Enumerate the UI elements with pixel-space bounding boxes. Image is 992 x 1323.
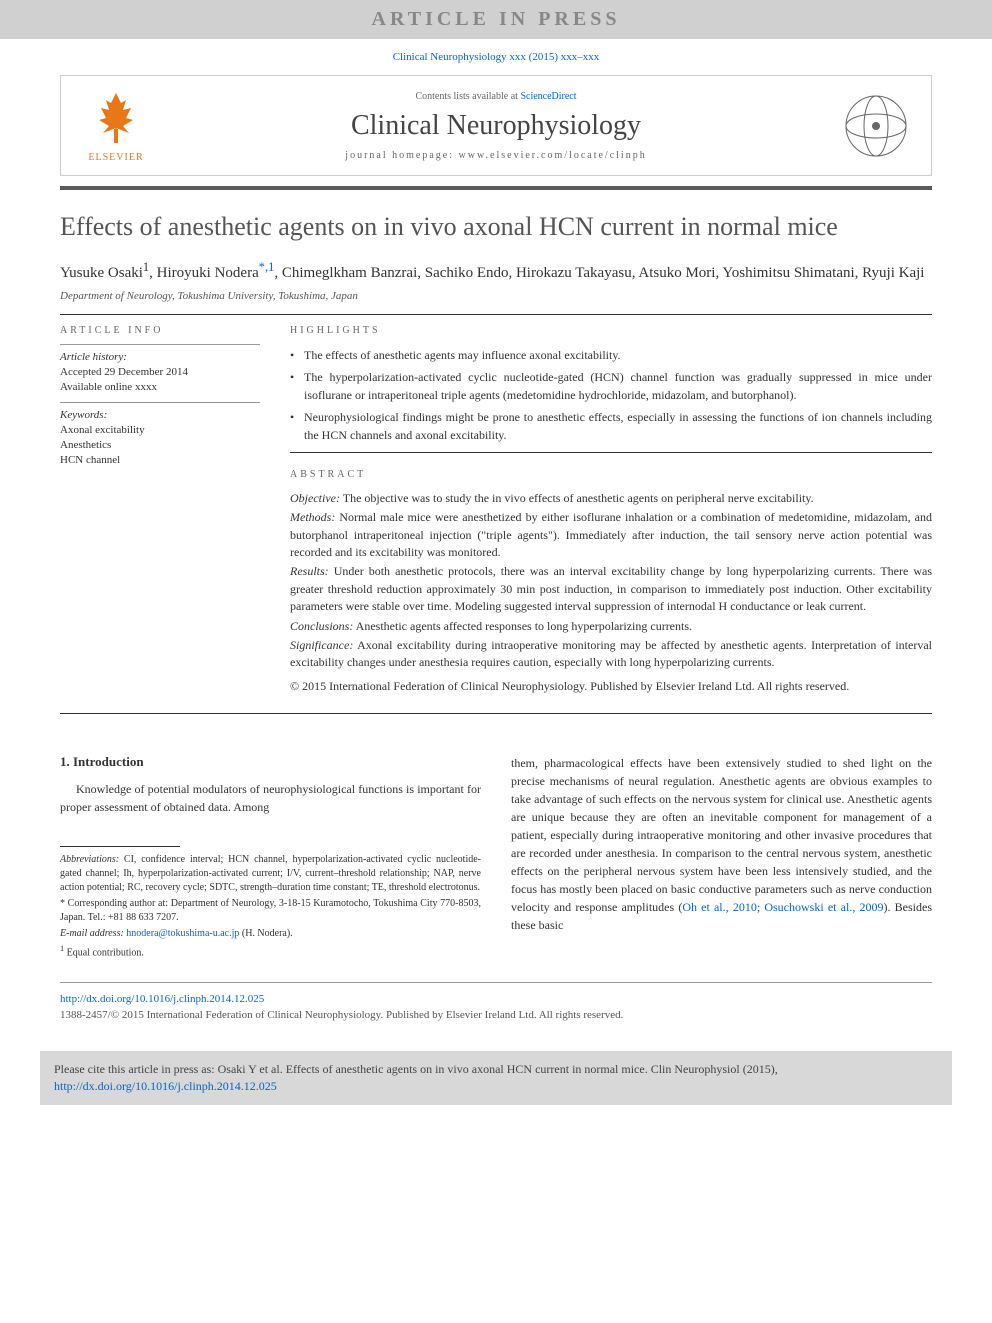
author-1-sup: 1 — [143, 260, 149, 274]
contents-prefix: Contents lists available at — [415, 91, 520, 102]
objective-text: The objective was to study the in vivo e… — [340, 491, 814, 505]
abstract-bottom-rule — [60, 713, 932, 714]
corr-text: Corresponding author at: Department of N… — [60, 898, 481, 923]
equal-contribution-footnote: 1 Equal contribution. — [60, 943, 481, 960]
authors-rest: Chimeglkham Banzrai, Sachiko Endo, Hirok… — [282, 265, 925, 281]
accepted-date: Accepted 29 December 2014 — [60, 365, 260, 380]
methods-label: Methods: — [290, 510, 335, 524]
article-info-heading: ARTICLE INFO — [60, 325, 260, 336]
col2-text-a: them, pharmacological effects have been … — [511, 756, 932, 914]
article-in-press-banner: ARTICLE IN PRESS — [0, 0, 992, 39]
keyword-1: Axonal excitability — [60, 423, 260, 438]
affiliation: Department of Neurology, Tokushima Unive… — [60, 290, 932, 302]
email-label: E-mail address: — [60, 928, 126, 939]
highlight-item: The hyperpolarization-activated cyclic n… — [304, 368, 932, 404]
info-abstract-row: ARTICLE INFO Article history: Accepted 2… — [60, 325, 932, 697]
homepage-prefix: journal homepage: — [345, 150, 458, 161]
highlights-rule — [290, 452, 932, 453]
doi-link[interactable]: http://dx.doi.org/10.1016/j.clinph.2014.… — [60, 993, 264, 1005]
section-1-heading: 1. Introduction — [60, 754, 481, 770]
keyword-2: Anesthetics — [60, 438, 260, 453]
article-title: Effects of anesthetic agents on in vivo … — [60, 210, 932, 244]
elsevier-logo: ELSEVIER — [81, 88, 151, 163]
results-label: Results: — [290, 564, 329, 578]
abstract-copyright: © 2015 International Federation of Clini… — [290, 678, 932, 695]
highlight-item: Neurophysiological findings might be pro… — [304, 408, 932, 444]
please-cite-box: Please cite this article in press as: Os… — [40, 1051, 952, 1105]
equal-text: Equal contribution. — [64, 947, 144, 958]
authors-line: Yusuke Osaki1, Hiroyuki Nodera*,1, Chime… — [60, 260, 932, 282]
elsevier-label: ELSEVIER — [81, 152, 151, 163]
corresponding-footnote: * Corresponding author at: Department of… — [60, 897, 481, 925]
abstract-body: Objective: The objective was to study th… — [290, 490, 932, 695]
doi-block: http://dx.doi.org/10.1016/j.clinph.2014.… — [60, 982, 932, 1021]
citation-line-top: Clinical Neurophysiology xxx (2015) xxx–… — [0, 39, 992, 69]
footnotes-rule — [60, 846, 180, 847]
elsevier-tree-icon — [91, 88, 141, 148]
highlight-item: The effects of anesthetic agents may inf… — [304, 346, 932, 364]
info-rule-1 — [60, 344, 260, 345]
results-text: Under both anesthetic protocols, there w… — [290, 564, 932, 613]
info-rule-2 — [60, 402, 260, 403]
conclusions-label: Conclusions: — [290, 619, 353, 633]
cite-doi-link[interactable]: http://dx.doi.org/10.1016/j.clinph.2014.… — [54, 1079, 277, 1093]
journal-name: Clinical Neurophysiology — [151, 110, 841, 142]
body-col-right: them, pharmacological effects have been … — [511, 754, 932, 962]
corresponding-marker[interactable]: *,1 — [259, 265, 275, 281]
keywords-label: Keywords: — [60, 409, 260, 421]
conclusions-text: Anesthetic agents affected responses to … — [353, 619, 692, 633]
objective-label: Objective: — [290, 491, 340, 505]
history-label: Article history: — [60, 351, 260, 363]
author-2-sup: *,1 — [259, 260, 275, 274]
email-footnote: E-mail address: hnodera@tokushima-u.ac.j… — [60, 927, 481, 941]
sciencedirect-link[interactable]: ScienceDirect — [520, 91, 576, 102]
methods-text: Normal male mice were anesthetized by ei… — [290, 510, 932, 559]
journal-header: ELSEVIER Contents lists available at Sci… — [60, 75, 932, 176]
homepage-url: www.elsevier.com/locate/clinph — [459, 150, 647, 161]
intro-p1-cont: them, pharmacological effects have been … — [511, 754, 932, 934]
body-columns: 1. Introduction Knowledge of potential m… — [60, 754, 932, 962]
abbreviations-footnote: Abbreviations: CI, confidence interval; … — [60, 853, 481, 895]
title-rule — [60, 314, 932, 315]
journal-homepage: journal homepage: www.elsevier.com/locat… — [151, 150, 841, 161]
issn-line: 1388-2457/© 2015 International Federatio… — [60, 1009, 932, 1021]
abbrev-label: Abbreviations: — [60, 854, 119, 865]
online-date: Available online xxxx — [60, 380, 260, 395]
cite-text: Please cite this article in press as: Os… — [54, 1062, 778, 1076]
significance-label: Significance: — [290, 638, 353, 652]
society-logo-icon — [841, 91, 911, 161]
highlights-heading: HIGHLIGHTS — [290, 325, 932, 336]
keyword-3: HCN channel — [60, 453, 260, 468]
article-info-block: ARTICLE INFO Article history: Accepted 2… — [60, 325, 260, 697]
significance-text: Axonal excitability during intraoperativ… — [290, 638, 932, 669]
citation-link[interactable]: Oh et al., 2010; Osuchowski et al., 2009 — [682, 900, 883, 914]
author-1: Yusuke Osaki — [60, 265, 143, 281]
email-link[interactable]: hnodera@tokushima-u.ac.jp — [126, 928, 239, 939]
contents-available: Contents lists available at ScienceDirec… — [151, 91, 841, 102]
content-area: Effects of anesthetic agents on in vivo … — [0, 190, 992, 1041]
highlights-list: The effects of anesthetic agents may inf… — [290, 346, 932, 444]
author-2: Hiroyuki Nodera — [157, 265, 259, 281]
abbrev-text: CI, confidence interval; HCN channel, hy… — [60, 854, 481, 893]
email-name: (H. Nodera). — [239, 928, 292, 939]
highlights-abstract-col: HIGHLIGHTS The effects of anesthetic age… — [290, 325, 932, 697]
intro-p1: Knowledge of potential modulators of neu… — [60, 780, 481, 816]
body-col-left: 1. Introduction Knowledge of potential m… — [60, 754, 481, 962]
abstract-heading: ABSTRACT — [290, 469, 932, 480]
header-center: Contents lists available at ScienceDirec… — [151, 91, 841, 161]
